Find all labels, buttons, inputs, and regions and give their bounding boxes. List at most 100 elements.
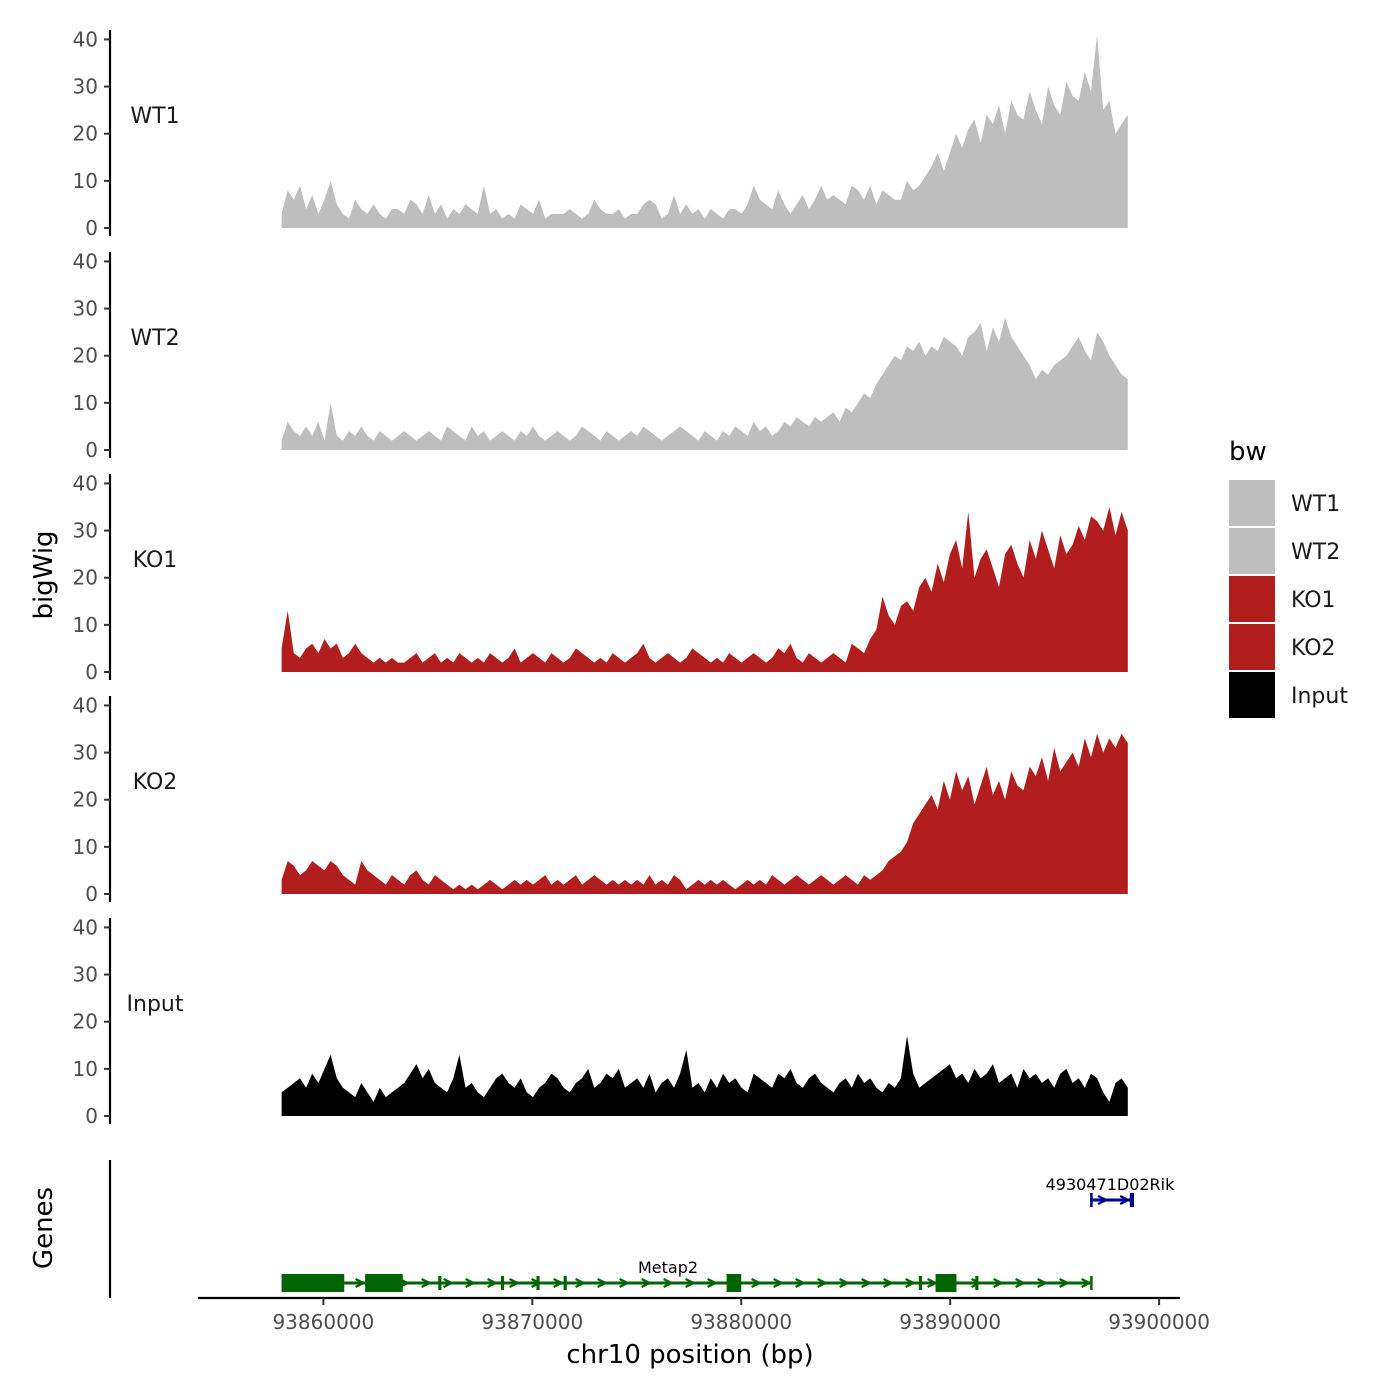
y-tick-label: 10 [73,169,98,193]
gene-metap2: Metap2 [281,1258,1093,1292]
x-axis: 93860000 93870000 93880000 93890000 93900000 [198,1296,1210,1334]
exon [281,1274,345,1292]
y-tick-label: 20 [73,1010,98,1034]
y-tick-label: 30 [73,75,98,99]
strand-chevron [487,1278,499,1288]
track-panel-input: 0 10 20 30 40 Input [73,915,1128,1128]
track-label: KO2 [133,770,178,795]
strand-chevron [685,1278,697,1288]
strand-chevron [883,1278,895,1288]
y-tick-label: 10 [73,835,98,859]
gene-4930471d02rik: 4930471D02Rik [1046,1175,1176,1207]
y-tick-label: 0 [85,216,98,240]
exon [536,1276,540,1290]
y-tick-label: 20 [73,344,98,368]
coverage-area-ko1 [281,507,1128,672]
track-label: WT1 [130,104,179,129]
y-tick-label: 40 [73,471,98,495]
y-tick-label: 0 [85,882,98,906]
y-tick-label: 40 [73,27,98,51]
x-tick-label: 93870000 [481,1310,583,1334]
strand-chevron [1037,1278,1049,1288]
legend-label-ko1: KO1 [1291,588,1336,613]
legend-label-input: Input [1291,684,1348,709]
strand-chevron [1119,1195,1131,1205]
strand-chevron [619,1278,631,1288]
exon [726,1274,742,1292]
strand-chevron [355,1278,367,1288]
strand-chevron [773,1278,785,1288]
strand-chevron [795,1278,807,1288]
strand-chevron [817,1278,829,1288]
track-label: KO1 [133,548,178,573]
track-panel-wt2: 0 10 20 30 40 WT2 [73,249,1128,462]
y-tick-label: 40 [73,693,98,717]
y-tick-label: 0 [85,660,98,684]
strand-chevron [707,1278,719,1288]
genes-axis-title: Genes [29,1187,59,1269]
legend-swatch-ko2 [1229,624,1275,670]
strand-chevron [575,1278,587,1288]
exon [500,1276,505,1290]
exon [365,1274,403,1292]
track-label: Input [127,992,184,1017]
legend: bw WT1 WT2 KO1 KO2 Input [1229,437,1348,718]
strand-chevron [839,1278,851,1288]
exon [1129,1193,1135,1207]
strand-chevron [663,1278,675,1288]
x-tick-label: 93880000 [690,1310,792,1334]
legend-label-wt1: WT1 [1291,492,1340,517]
strand-chevron [971,1278,983,1288]
x-axis-title: chr10 position (bp) [566,1340,813,1370]
y-tick-label: 30 [73,963,98,987]
strand-chevron [553,1278,565,1288]
coverage-tracks: 0 10 20 30 40 WT1 0 10 20 30 40 WT2 0 10 20 30 40 KO1 0 10 2… [73,27,1128,1128]
strand-chevron [443,1278,455,1288]
exon [935,1274,957,1292]
y-tick-label: 30 [73,741,98,765]
strand-chevron [993,1278,1005,1288]
legend-label-wt2: WT2 [1291,540,1340,565]
strand-chevron [751,1278,763,1288]
coverage-area-input [281,1035,1128,1116]
y-tick-label: 10 [73,613,98,637]
strand-chevron [905,1278,917,1288]
strand-chevron [1081,1278,1093,1288]
x-tick-label: 93860000 [272,1310,374,1334]
y-tick-label: 40 [73,915,98,939]
y-tick-label: 10 [73,1057,98,1081]
track-panel-ko1: 0 10 20 30 40 KO1 [73,471,1128,684]
exon [1090,1193,1093,1207]
exon [438,1276,442,1290]
exon [975,1276,979,1290]
legend-label-ko2: KO2 [1291,636,1336,661]
strand-chevron [465,1278,477,1288]
track-label: WT2 [130,326,179,351]
legend-swatch-wt1 [1229,480,1275,526]
legend-swatch-input [1229,672,1275,718]
y-tick-label: 20 [73,122,98,146]
strand-chevron [1097,1195,1109,1205]
y-tick-label: 30 [73,519,98,543]
y-tick-label: 40 [73,249,98,273]
gene-track: Metap2 4930471D02Rik [108,1160,1176,1298]
track-panel-wt1: 0 10 20 30 40 WT1 [73,27,1128,240]
coverage-area-ko2 [281,733,1128,894]
gene-label: 4930471D02Rik [1046,1175,1176,1194]
x-tick-label: 93900000 [1108,1310,1210,1334]
strand-chevron [597,1278,609,1288]
y-tick-label: 0 [85,438,98,462]
legend-swatch-ko1 [1229,576,1275,622]
y-tick-label: 30 [73,297,98,321]
y-tick-label: 20 [73,788,98,812]
exon [1090,1276,1093,1290]
strand-chevron [641,1278,653,1288]
strand-chevron [421,1278,433,1288]
exon [918,1276,922,1290]
strand-chevron [861,1278,873,1288]
legend-swatch-wt2 [1229,528,1275,574]
y-tick-label: 0 [85,1104,98,1128]
y-tick-label: 20 [73,566,98,590]
coverage-area-wt2 [281,318,1128,450]
